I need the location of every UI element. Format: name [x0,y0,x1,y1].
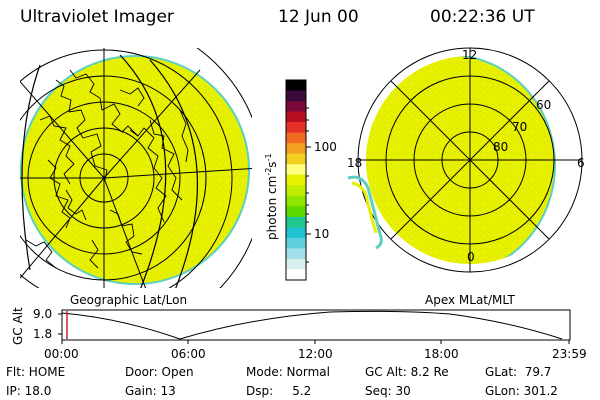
auroral-image [366,56,556,264]
geographic-caption: Geographic Lat/Lon [70,293,188,307]
altitude-xtick-1800: 18:00 [424,347,459,361]
altitude-xtick-0000: 00:00 [44,347,79,361]
colorbar-tick-10: 10 [314,227,330,241]
auroral-fragment-fill [351,181,378,234]
color-scale-swatch [286,195,306,207]
status-seq: Seq: 30 [365,384,411,398]
meridian-lines [20,48,252,288]
colorbar-unit-sup2: -1 [264,153,273,162]
color-scale-swatch [286,164,306,176]
color-scale-swatch [286,101,306,113]
status-ip: IP: 18.0 [6,384,52,398]
color-scale-swatch [286,143,306,155]
apex-caption: Apex MLat/MLT [425,293,515,307]
mlat-label-60: 60 [536,98,552,112]
status-mode: Mode: Normal [246,365,330,379]
app-title: Ultraviolet Imager [20,7,174,27]
altitude-xtick-2359: 23:59 [552,347,587,361]
altitude-plot [58,309,571,344]
color-scale-swatch [286,90,306,102]
color-scale-swatch [286,174,306,186]
altitude-ytick-1.8: 1.8 [33,327,53,341]
status-glat: GLat: 79.7 [485,365,552,379]
limb-arcs [21,54,199,288]
auroral-fragment [347,175,383,250]
mlt-label-6: 6 [577,156,585,170]
apex-polar-panel [347,47,583,273]
color-scale-ticks [306,107,311,263]
color-scale-swatch [286,269,306,281]
color-scale-bar [286,80,306,281]
mlt-label-0: 0 [467,250,475,264]
status-door: Door: Open [125,365,194,379]
colorbar-unit-text: photon cm [265,175,279,240]
colorbar-tick-100: 100 [314,140,337,154]
color-scale-swatch [286,153,306,165]
color-scale-swatch [286,80,306,92]
mlat-label-70: 70 [512,120,528,134]
time-label: 00:22:36 UT [430,7,535,27]
altitude-curve [61,310,563,340]
mlt-label-18: 18 [347,156,363,170]
color-scale-swatch [286,227,306,239]
altitude-plot-ticks [58,313,570,344]
colorbar-unit-sup1: -2 [264,167,273,176]
altitude-plot-frame [61,309,571,341]
color-scale-swatch [286,248,306,260]
color-scale-swatch [286,132,306,144]
colorbar-unit-label: photon cm-2s-1 [264,153,279,240]
coastlines [25,69,189,269]
color-scale [285,79,311,281]
mlt-lines [358,48,582,272]
altitude-xtick-0600: 06:00 [171,347,206,361]
status-dsp: Dsp: 5.2 [246,384,312,398]
altitude-ytick-9: 9.0 [33,307,53,321]
status-gc-alt: GC Alt: 8.2 Re [365,365,449,379]
mlt-label-12: 12 [462,48,478,62]
color-scale-swatch [286,122,306,134]
color-scale-swatch [286,111,306,123]
color-scale-swatch [286,216,306,228]
altitude-ylabel: GC Alt [11,307,25,345]
color-scale-swatch [286,206,306,218]
color-scale-swatch [286,258,306,270]
status-glon: GLon: 301.2 [485,384,558,398]
colorbar-unit-mid: s [265,161,279,168]
geographic-image-panel [20,48,252,288]
color-scale-swatch [286,185,306,197]
date-label: 12 Jun 00 [278,7,359,27]
status-flight: Flt: HOME [6,365,66,379]
altitude-xtick-1200: 12:00 [298,347,333,361]
color-scale-swatch [286,237,306,249]
color-scale-frame [285,79,307,281]
mlat-label-80: 80 [493,140,509,154]
status-gain: Gain: 13 [125,384,176,398]
uv-image-disk [20,55,250,285]
